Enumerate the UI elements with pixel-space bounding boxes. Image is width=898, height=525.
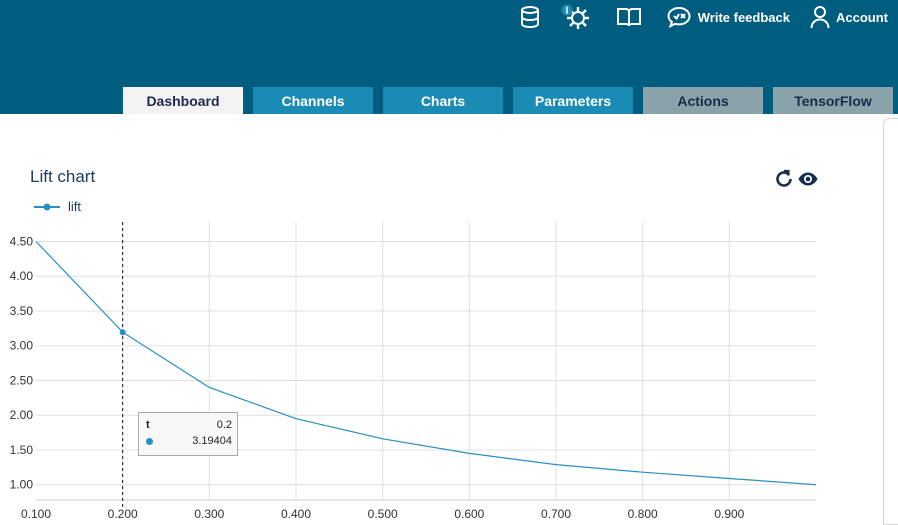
svg-text:i: i: [565, 7, 569, 17]
tooltip-series-dot: [146, 437, 153, 445]
account-label: Account: [836, 9, 888, 25]
main-tabs: Dashboard Channels Charts Parameters Act…: [123, 87, 893, 114]
book-icon: [616, 6, 642, 28]
app-header: i Write feedback: [0, 0, 898, 114]
tooltip-y-value: 3.19404: [192, 435, 232, 447]
header-actions: i Write feedback: [518, 4, 888, 30]
eye-icon[interactable]: [797, 168, 819, 194]
chart-controls: [773, 168, 819, 194]
y-tick-label: 4.50: [10, 234, 34, 248]
y-tick-label: 4.00: [10, 269, 34, 283]
tab-tensorflow[interactable]: TensorFlow: [773, 87, 893, 114]
chart-legend[interactable]: lift: [34, 199, 81, 214]
tab-channels[interactable]: Channels: [253, 87, 373, 114]
hovered-data-point: [119, 329, 126, 336]
x-tick-label: 0.500: [368, 507, 398, 521]
chart-tooltip: t 0.2 3.19404: [138, 412, 238, 456]
x-tick-label: 0.900: [714, 507, 744, 521]
side-panel-edge: [883, 118, 898, 525]
settings-button[interactable]: i: [560, 4, 592, 30]
write-feedback-button[interactable]: Write feedback: [666, 5, 790, 29]
tooltip-key: t: [146, 419, 150, 431]
x-tick-label: 0.700: [541, 507, 571, 521]
tab-dashboard[interactable]: Dashboard: [123, 87, 243, 114]
x-tick-label: 0.600: [454, 507, 484, 521]
tab-actions[interactable]: Actions: [643, 87, 763, 114]
tab-parameters[interactable]: Parameters: [513, 87, 633, 114]
database-button[interactable]: [518, 5, 542, 29]
account-button[interactable]: Account: [810, 5, 888, 29]
legend-series-label: lift: [68, 199, 81, 214]
lift-chart-plot[interactable]: 1.00 1.50 2.00 2.50 3.00 3.50 4.00 4.50 0.100 0.2…: [0, 210, 830, 525]
x-tick-label: 0.400: [281, 507, 311, 521]
documentation-button[interactable]: [616, 6, 642, 28]
y-tick-label: 1.00: [10, 478, 34, 492]
y-tick-label: 3.50: [10, 304, 34, 318]
x-tick-label: 0.200: [108, 507, 138, 521]
x-tick-label: 0.300: [194, 507, 224, 521]
x-tick-label: 0.100: [21, 507, 51, 521]
y-tick-label: 1.50: [10, 443, 34, 457]
y-tick-label: 3.00: [10, 339, 34, 353]
y-tick-label: 2.50: [10, 373, 34, 387]
tab-charts[interactable]: Charts: [383, 87, 503, 114]
y-tick-label: 2.00: [10, 408, 34, 422]
tooltip-x-value: 0.2: [216, 419, 232, 431]
feedback-icon: [666, 5, 692, 29]
x-tick-label: 0.800: [628, 507, 658, 521]
legend-series-marker: [34, 203, 60, 210]
write-feedback-label: Write feedback: [697, 9, 790, 25]
database-icon: [518, 5, 542, 29]
series-line-lift: [35, 241, 817, 486]
user-icon: [810, 5, 830, 29]
settings-info-icon: i: [560, 4, 592, 30]
chart-title: Lift chart: [30, 167, 96, 186]
refresh-icon[interactable]: [773, 168, 795, 194]
